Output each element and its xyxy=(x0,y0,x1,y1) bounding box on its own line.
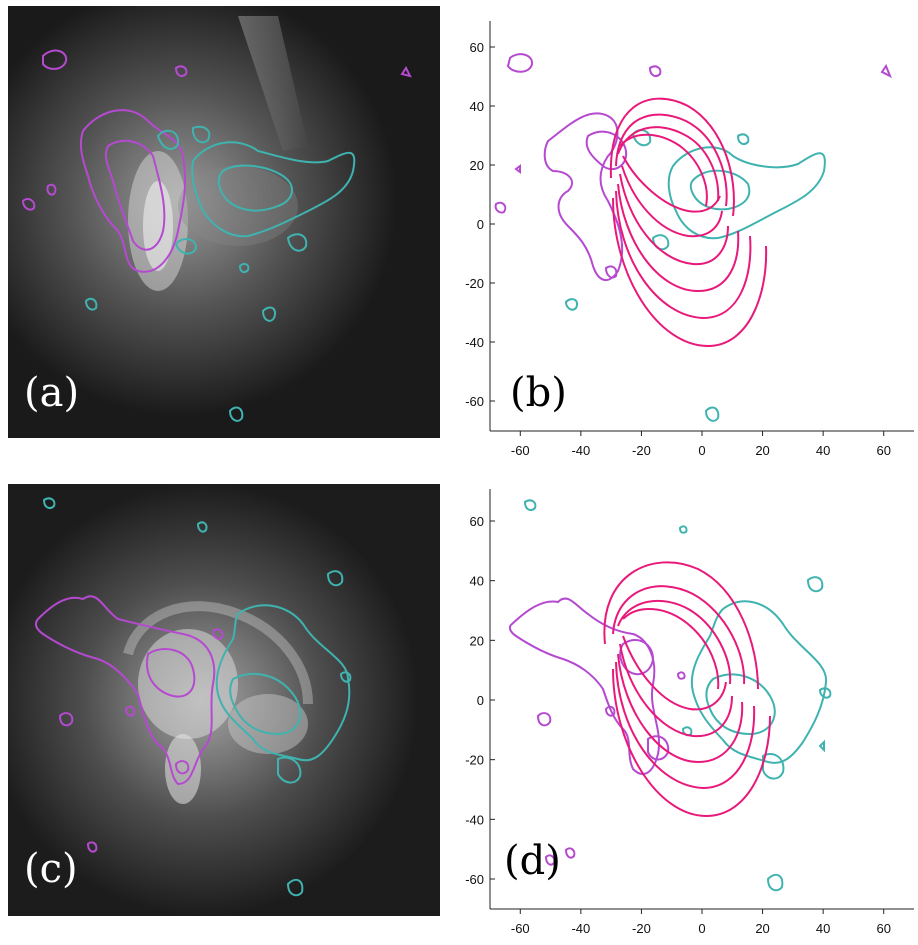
panel-d-negative-contours xyxy=(508,597,686,866)
panel-d-x-tick-label: 60 xyxy=(876,921,890,936)
panel-b-label: (b) xyxy=(510,370,567,416)
panel-a-label: (a) xyxy=(24,370,79,416)
panel-c-negative-contours xyxy=(34,595,224,853)
panel-b-x-tick-label: 40 xyxy=(816,443,830,458)
panel-d-y-tick-label: -20 xyxy=(465,753,484,768)
panel-b-y-tick-label: 40 xyxy=(470,99,484,114)
panel-b-y-tick-label: 60 xyxy=(470,40,484,55)
panel-b-x-tick-label: -40 xyxy=(571,443,590,458)
panel-d-x-tick-label: -40 xyxy=(571,921,590,936)
panel-d-label: (d) xyxy=(504,838,561,884)
panel-d-x-tick-label: -60 xyxy=(511,921,530,936)
panel-a-positive-contours xyxy=(84,125,356,422)
panel-d-y-tick-label: -60 xyxy=(465,872,484,887)
panel-d-y-tick-label: 60 xyxy=(470,514,484,529)
panel-a-image: (a) xyxy=(8,6,440,438)
panel-b-y-tick-label: -20 xyxy=(465,276,484,291)
panel-b-positive-contours xyxy=(564,129,826,422)
panel-d-x-tick-label: 0 xyxy=(698,921,705,936)
panel-d-y-tick-label: 20 xyxy=(470,633,484,648)
panel-d-x-tick-label: -20 xyxy=(632,921,651,936)
panel-b-y-tick-label: 0 xyxy=(477,217,484,232)
panel-d-y-tick-label: 40 xyxy=(470,574,484,589)
panel-b-negative-contours xyxy=(494,53,892,281)
panel-b-plot: -60 -40 -20 0 20 40 60 60 40 20 0 -20 -40 -60 xyxy=(448,6,918,466)
panel-c-label: (c) xyxy=(24,846,78,892)
panel-b-x-tick-label: 60 xyxy=(876,443,890,458)
panel-b-field-lines xyxy=(609,97,768,348)
panel-d-y-tick-label: -40 xyxy=(465,812,484,827)
panel-d-x-tick-label: 20 xyxy=(755,921,769,936)
panel-b-y-tick-label: -60 xyxy=(465,394,484,409)
panel-b-x-tick-label: 20 xyxy=(755,443,769,458)
panel-d-plot: -60 -40 -20 0 20 40 60 60 40 20 0 -20 -40 -60 xyxy=(448,484,918,944)
panel-d-field-lines xyxy=(603,561,771,818)
panel-b-x-tick-label: -60 xyxy=(511,443,530,458)
panel-b-x-tick-label: 0 xyxy=(698,443,705,458)
panel-b-y-tick-label: -40 xyxy=(465,335,484,350)
panel-b-x-tick-label: -20 xyxy=(632,443,651,458)
panel-c-image: (c) xyxy=(8,484,440,916)
panel-d-x-tick-label: 40 xyxy=(816,921,830,936)
panel-c-positive-contours xyxy=(42,497,352,897)
panel-d-positive-contours xyxy=(523,499,832,892)
panel-b-y-tick-label: 20 xyxy=(470,158,484,173)
panel-a-negative-contours xyxy=(21,49,412,273)
panel-d-y-tick-label: 0 xyxy=(477,693,484,708)
